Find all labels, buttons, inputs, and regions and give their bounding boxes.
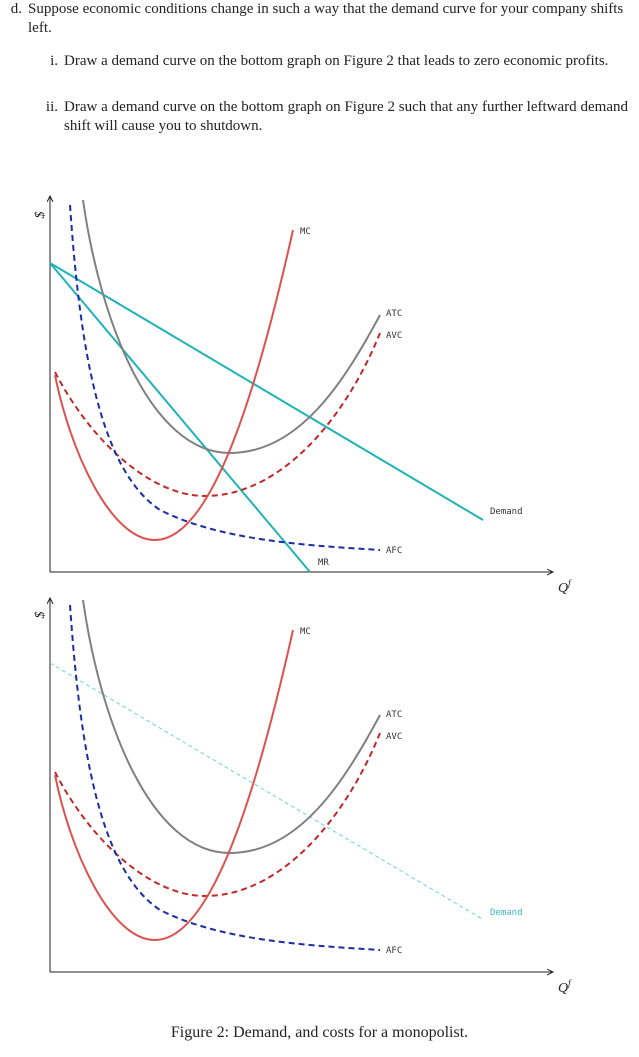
question-text: Suppose economic conditions change in su…: [28, 1, 624, 36]
x-label-main: Q: [558, 581, 568, 596]
demand-curve: [49, 262, 484, 521]
mc-label: MC: [300, 627, 311, 637]
item-text: Draw a demand curve on the bottom graph …: [64, 53, 609, 69]
avc-curve: [54, 332, 381, 498]
mr-curve: [49, 262, 311, 573]
afc-label: AFC: [386, 946, 402, 956]
atc-label: ATC: [386, 309, 402, 319]
question: d. Suppose economic conditions change in…: [8, 0, 628, 38]
item-label: ii.: [45, 99, 58, 115]
atc-label: ATC: [386, 710, 402, 720]
item-text: Draw a demand curve on the bottom graph …: [64, 99, 628, 134]
mr-label: MR: [318, 558, 329, 568]
afc-curve: [69, 604, 381, 951]
x-label: Qf: [558, 978, 572, 996]
question-label: d.: [10, 1, 22, 17]
item: i. Draw a demand curve on the bottom gra…: [40, 52, 628, 71]
atc-curve: [82, 199, 381, 455]
x-label-main: Q: [558, 981, 568, 996]
item: ii. Draw a demand curve on the bottom gr…: [40, 98, 628, 136]
mc-curve: [54, 229, 294, 542]
afc-curve: [69, 204, 381, 551]
atc-curve: [82, 599, 381, 855]
y-label: $: [33, 612, 48, 619]
avc-label: AVC: [386, 331, 402, 341]
graph-top: $ Qf MC ATC AVC AFC Demand MR: [33, 196, 572, 596]
avc-label: AVC: [386, 732, 402, 742]
demand-curve: [49, 662, 485, 921]
caption: Figure 2: Demand, and costs for a monopo…: [170, 1024, 469, 1041]
demand-label: Demand: [490, 507, 523, 517]
demand-label: Demand: [490, 908, 523, 918]
avc-curve: [54, 732, 381, 898]
x-label: Qf: [558, 578, 572, 596]
y-label: $: [33, 212, 48, 219]
mc-label: MC: [300, 227, 311, 237]
item-label: i.: [50, 53, 58, 69]
afc-label: AFC: [386, 546, 402, 556]
mc-curve: [54, 629, 294, 942]
graph-bottom: $ Qf MC ATC AVC AFC Demand: [33, 598, 572, 996]
x-label-sup: f: [568, 578, 572, 588]
x-label-sup: f: [568, 978, 572, 988]
